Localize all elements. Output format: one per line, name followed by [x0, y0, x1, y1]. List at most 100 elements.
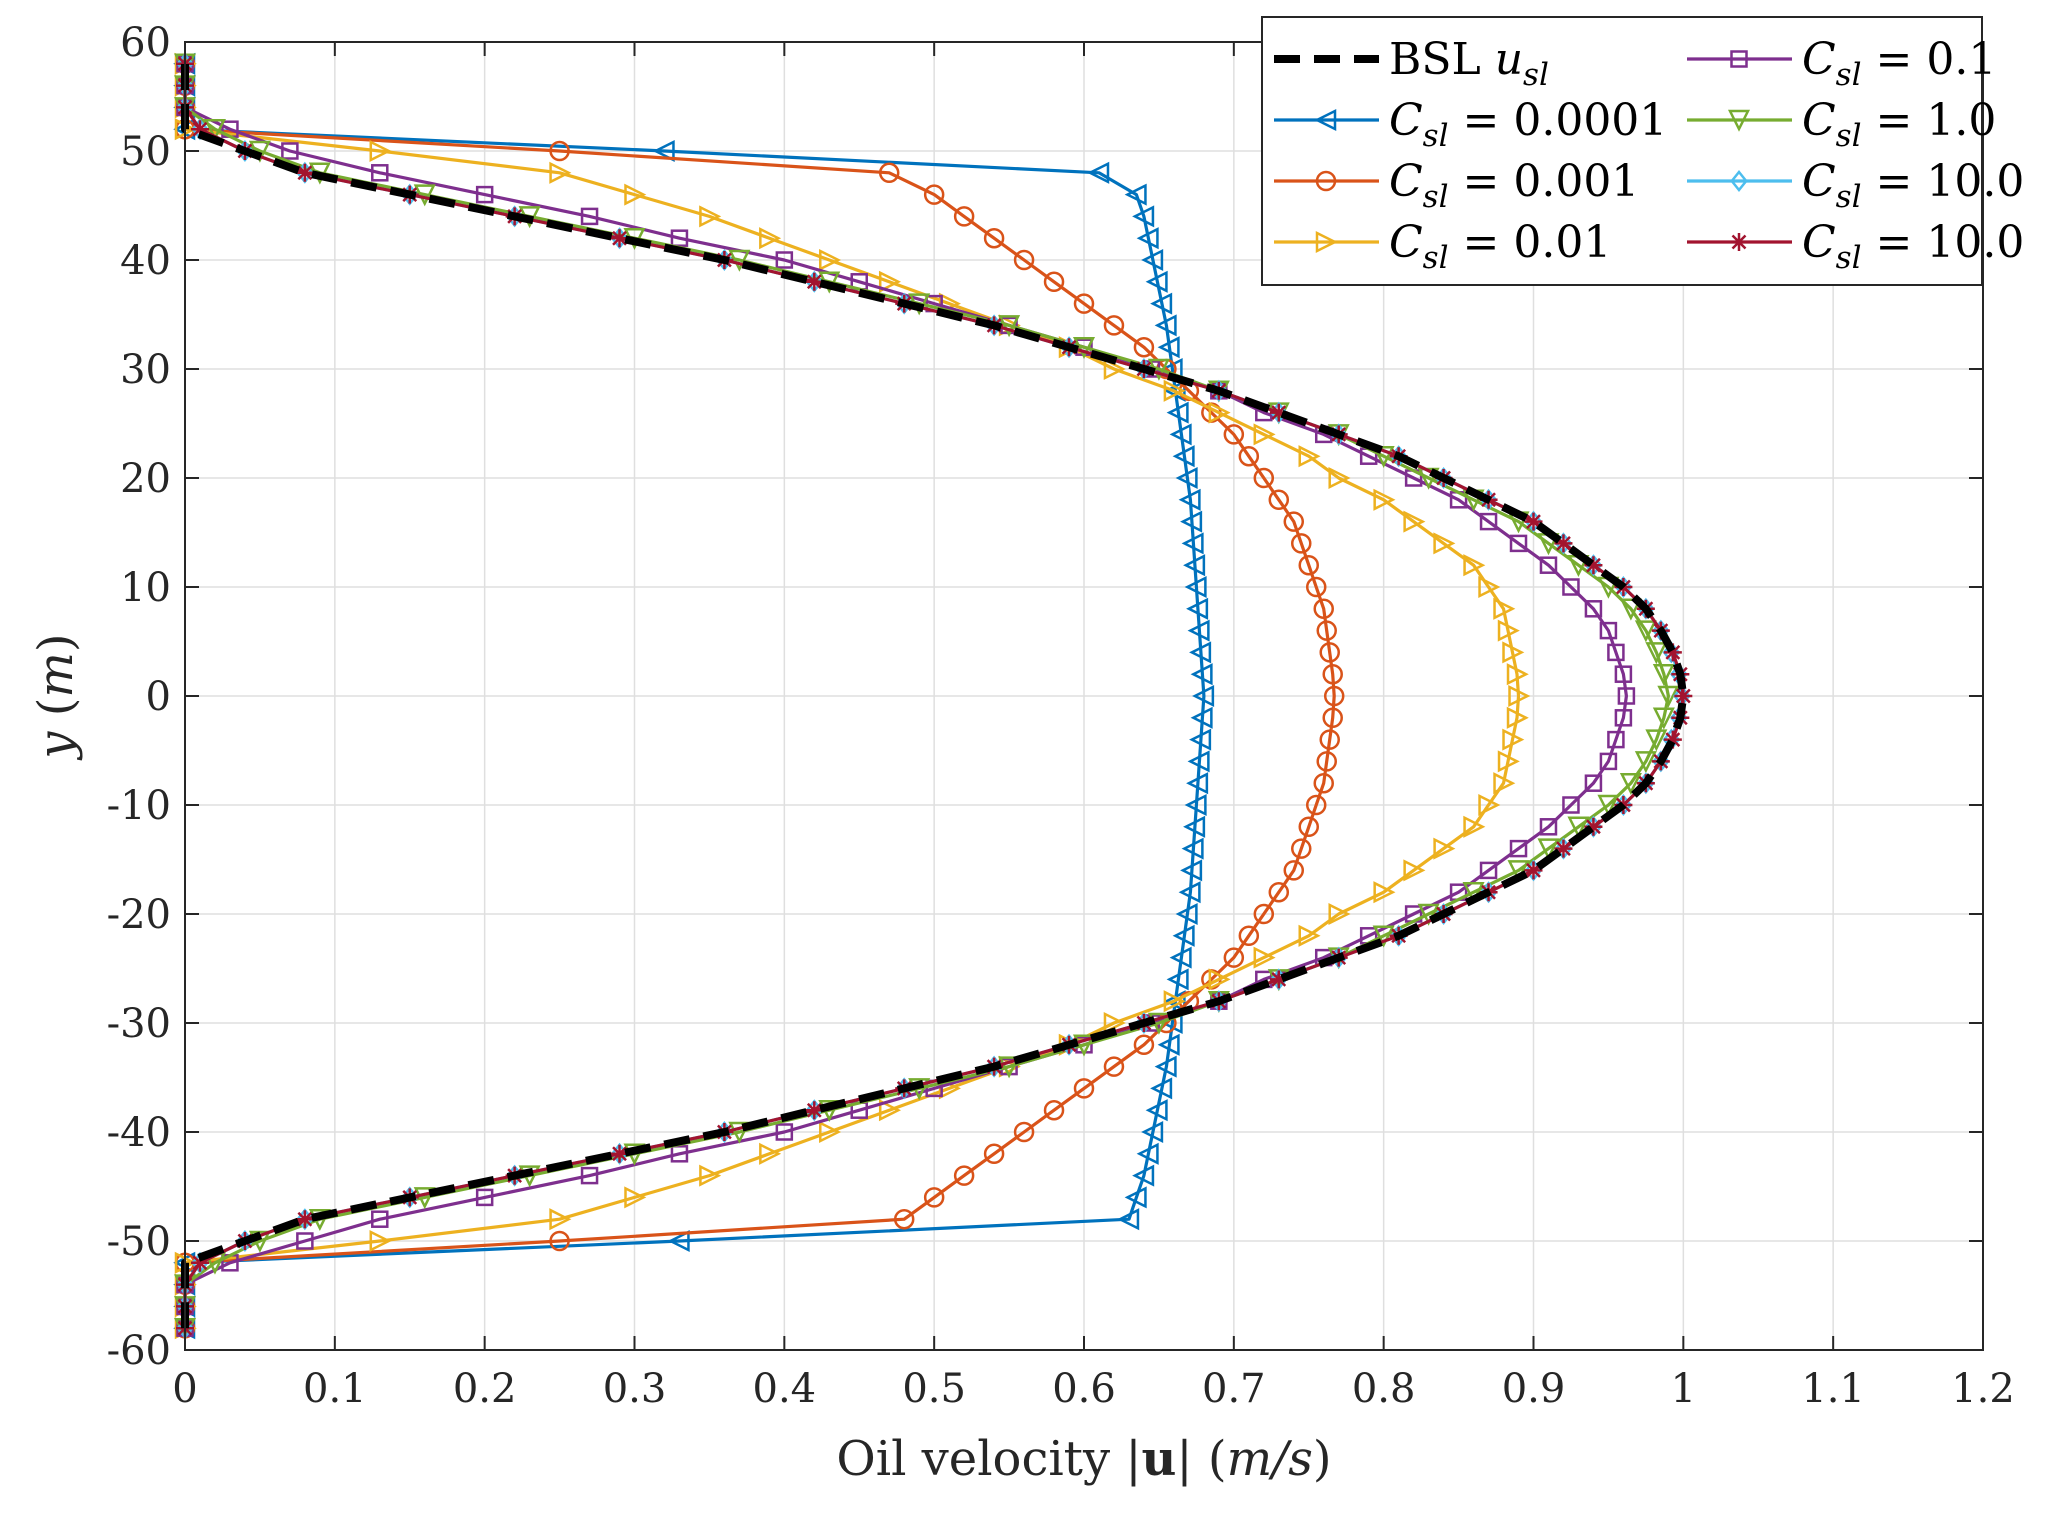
legend-label: Csl = 10.0 [1802, 156, 2024, 215]
data-point [1313, 772, 1334, 794]
data-point [1479, 512, 1498, 531]
y-tick-label: 40 [120, 238, 171, 284]
data-point [1597, 794, 1620, 817]
data-point [1584, 774, 1603, 792]
data-point [1502, 641, 1525, 664]
y-tick-label: -40 [107, 1110, 171, 1156]
y-tick-label: 20 [120, 456, 171, 502]
data-point [1181, 837, 1204, 860]
data-point [1183, 815, 1206, 838]
data-point [759, 227, 782, 250]
data-point [1208, 401, 1231, 424]
data-point [1043, 1099, 1065, 1121]
data-point [549, 140, 570, 162]
legend-label: BSL usl [1389, 34, 1549, 93]
data-point [1433, 532, 1456, 555]
data-point [1619, 598, 1642, 621]
data-point [1298, 924, 1321, 947]
data-point [1433, 837, 1456, 860]
data-point [878, 162, 900, 184]
data-point [1154, 314, 1177, 337]
data-point [1462, 881, 1485, 904]
x-tick-label: 0.8 [1352, 1366, 1416, 1412]
data-point [1073, 1078, 1095, 1099]
data-point [1652, 663, 1675, 686]
y-tick-label: -30 [107, 1001, 171, 1047]
data-point [1316, 751, 1337, 772]
legend-label-value: = 0.001 [1449, 156, 1640, 207]
data-point [1562, 796, 1580, 814]
data-point [295, 1210, 314, 1229]
data-point [983, 1143, 1005, 1165]
legend-label: Csl = 1.0 [1802, 95, 1996, 154]
legend-label-value: = 0.01 [1449, 217, 1612, 268]
data-point [1103, 1011, 1126, 1035]
series-line [181, 63, 1688, 1329]
data-point [295, 163, 314, 182]
data-point [775, 251, 794, 269]
data-point [1117, 1208, 1140, 1231]
data-point [1508, 684, 1531, 708]
data-point [1072, 1034, 1096, 1057]
y-tick-label: 30 [120, 347, 171, 393]
legend-label-value: = 10.0 [1862, 156, 2025, 207]
data-point [1187, 619, 1210, 642]
legend-swatch-marker [1730, 233, 1748, 251]
tick-labels: 0 0.1 0.2 0.3 0.4 0.5 0.6 0.7 0.8 0.9 1 1.1 1.2 -60 -5… [107, 20, 2015, 1412]
x-tick-label: 0.6 [1052, 1366, 1116, 1412]
data-point [1478, 575, 1501, 599]
data-point [1497, 619, 1520, 642]
data-point [1607, 643, 1625, 662]
data-point [878, 1099, 902, 1122]
x-axis-label: Oil velocity |u| (m/s) [836, 1431, 1331, 1487]
data-point [1373, 881, 1396, 904]
data-point [1238, 925, 1260, 947]
data-point [1634, 620, 1657, 643]
data-point [1316, 620, 1337, 641]
series-0 [181, 63, 1688, 1329]
data-point [652, 139, 675, 163]
data-point [1599, 621, 1618, 640]
data-point [1305, 794, 1327, 816]
data-point [1166, 968, 1189, 991]
data-point [1506, 706, 1529, 729]
data-point [1322, 707, 1343, 729]
data-point [728, 249, 751, 272]
data-point [1524, 512, 1543, 531]
data-point [369, 139, 392, 163]
data-point [1253, 423, 1276, 446]
data-point [1183, 554, 1206, 577]
data-point [1175, 466, 1198, 490]
data-point [1189, 641, 1212, 664]
data-point [549, 1208, 572, 1231]
series-line [183, 63, 1206, 1329]
data-point [953, 1165, 975, 1186]
data-point [1607, 730, 1625, 749]
data-point [580, 207, 599, 226]
x-tick-label: 0.1 [303, 1366, 367, 1412]
data-point [1180, 859, 1203, 882]
data-point [1163, 990, 1186, 1013]
data-point [1554, 534, 1573, 553]
data-point [1584, 600, 1603, 618]
data-point [1614, 665, 1633, 683]
legend-swatch-marker [1727, 109, 1751, 132]
data-point [699, 205, 722, 228]
data-point [1178, 488, 1201, 511]
data-point [413, 184, 436, 207]
data-point [475, 1188, 494, 1207]
data-point [1298, 445, 1321, 468]
data-point [1614, 709, 1633, 727]
data-point [1269, 970, 1288, 989]
data-point [371, 164, 389, 182]
x-tick-label: 1 [1671, 1366, 1696, 1412]
x-tick-label: 0 [172, 1366, 197, 1412]
legend-label-sub: sl [1836, 57, 1862, 93]
x-axis-label-close: ) [1313, 1431, 1332, 1487]
legend-swatch-marker [1730, 169, 1748, 193]
data-point [1493, 772, 1516, 795]
y-tick-label: 10 [120, 565, 171, 611]
legend-entry: Csl = 0.0001 [1274, 95, 1667, 154]
